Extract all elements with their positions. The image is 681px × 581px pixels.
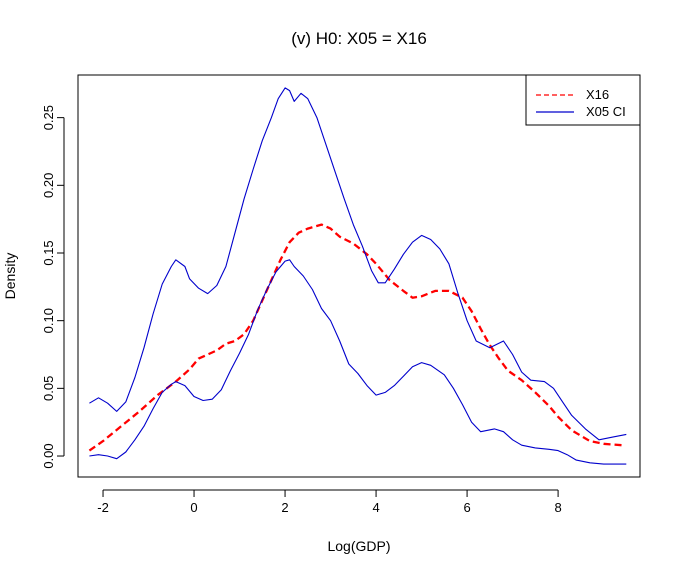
series-line-1	[89, 87, 627, 441]
x-tick-label: 6	[463, 500, 470, 515]
plot-frame	[77, 74, 641, 478]
y-tick-label: 0.10	[41, 308, 56, 333]
chart-title: (v) H0: X05 = X16	[291, 29, 427, 48]
y-axis-label: Density	[2, 253, 18, 300]
series-layer	[88, 87, 627, 465]
legend-label-x16: X16	[586, 87, 609, 102]
x-tick-label: 8	[554, 500, 561, 515]
x-tick-label: 0	[190, 500, 197, 515]
series-line-2	[89, 259, 627, 465]
x-axis: -2 0 2 4 6 8	[97, 489, 562, 515]
x-tick-label: 4	[372, 500, 379, 515]
y-tick-label: 0.25	[41, 105, 56, 130]
x-tick-label: 2	[281, 500, 288, 515]
y-tick-label: 0.20	[41, 173, 56, 198]
series-line-0	[88, 223, 622, 452]
y-tick-label: 0.00	[41, 443, 56, 468]
x-tick-label: -2	[97, 500, 109, 515]
y-axis: 0.00 0.05 0.10 0.15 0.20 0.25	[41, 105, 65, 469]
legend: X16 X05 CI	[525, 74, 641, 126]
y-tick-label: 0.05	[41, 376, 56, 401]
legend-label-x05-ci: X05 CI	[586, 104, 626, 119]
y-tick-label: 0.15	[41, 240, 56, 265]
x-axis-label: Log(GDP)	[327, 538, 390, 554]
legend-box	[525, 74, 641, 126]
